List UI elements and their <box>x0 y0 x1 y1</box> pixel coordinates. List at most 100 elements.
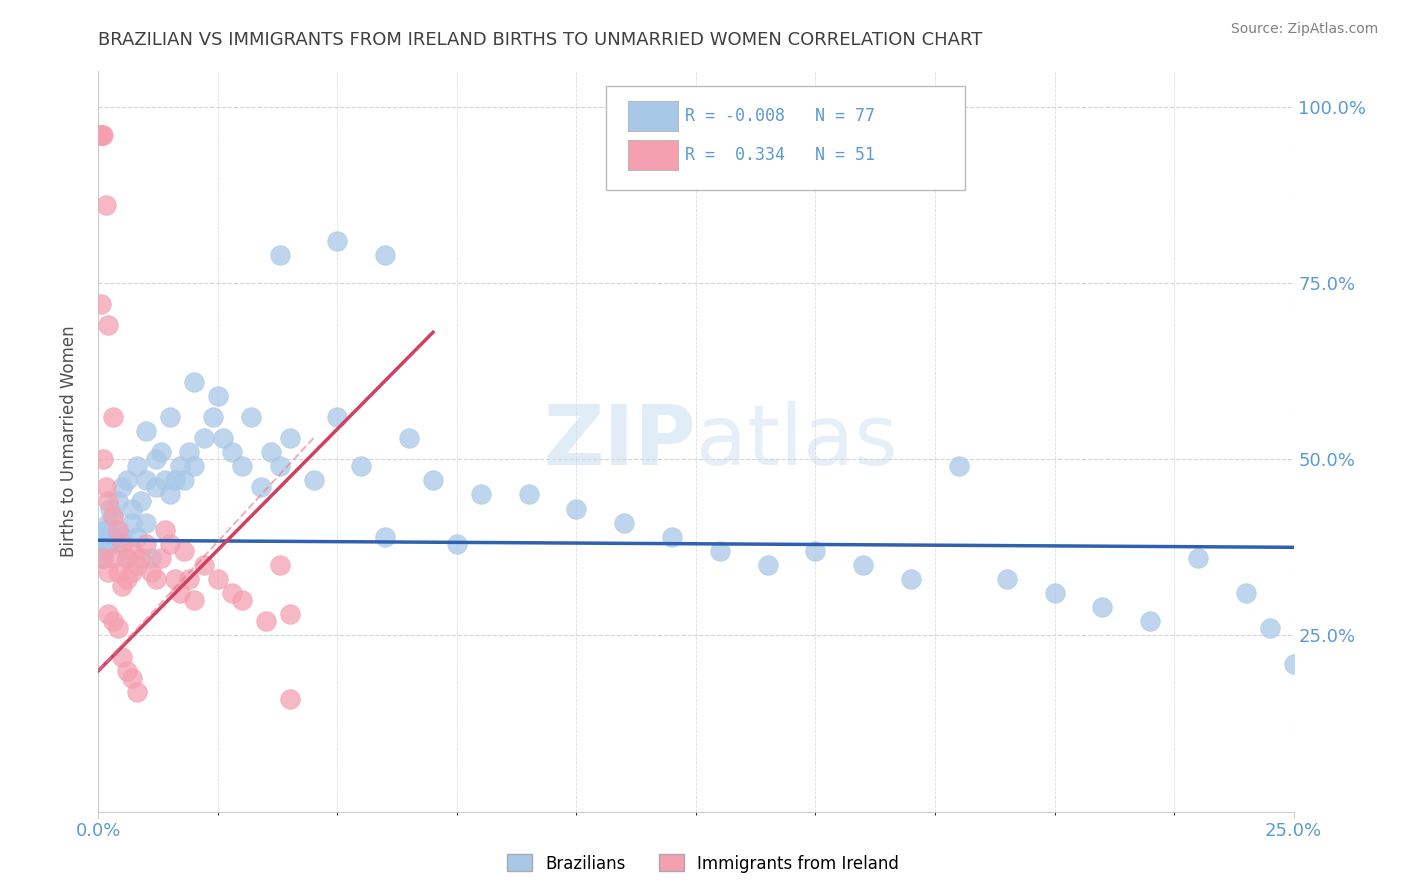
Point <box>804 544 827 558</box>
Point <box>446 537 468 551</box>
Point <box>97 537 120 551</box>
Point <box>121 544 143 558</box>
Point <box>97 318 120 333</box>
Point <box>125 558 148 572</box>
Point <box>155 473 177 487</box>
Point <box>101 409 124 424</box>
Point <box>145 572 167 586</box>
Point <box>1282 657 1305 671</box>
Point <box>326 234 349 248</box>
Point <box>111 579 134 593</box>
Point <box>90 297 112 311</box>
Legend: Brazilians, Immigrants from Ireland: Brazilians, Immigrants from Ireland <box>501 847 905 880</box>
Point <box>900 572 922 586</box>
Point <box>211 431 233 445</box>
Point <box>269 558 291 572</box>
Point <box>101 615 124 629</box>
Point <box>115 550 138 565</box>
Point <box>135 424 157 438</box>
Point <box>121 671 143 685</box>
Point <box>374 248 396 262</box>
Point <box>179 572 201 586</box>
Text: R = -0.008   N = 77: R = -0.008 N = 77 <box>685 107 875 125</box>
FancyBboxPatch shape <box>606 87 965 190</box>
Point <box>517 487 540 501</box>
Point <box>115 473 138 487</box>
Point <box>101 550 124 565</box>
Point <box>278 607 301 622</box>
Point <box>121 565 143 579</box>
Point <box>90 128 112 142</box>
Point <box>193 558 215 572</box>
Point <box>145 452 167 467</box>
Point <box>326 409 349 424</box>
Point <box>422 473 444 487</box>
Point <box>169 459 191 474</box>
Point <box>278 692 301 706</box>
Point <box>278 431 301 445</box>
Point <box>107 565 129 579</box>
Point <box>90 128 112 142</box>
Point <box>193 431 215 445</box>
Point <box>179 445 201 459</box>
Point <box>111 537 134 551</box>
Point <box>97 516 120 530</box>
Point <box>115 550 138 565</box>
Point <box>1139 615 1161 629</box>
Point <box>98 501 122 516</box>
Point <box>90 533 112 548</box>
Point <box>97 607 120 622</box>
Point <box>207 389 229 403</box>
Point <box>565 501 588 516</box>
Point <box>111 649 134 664</box>
Point <box>111 480 134 494</box>
Point <box>91 530 114 544</box>
Point <box>269 459 291 474</box>
Point <box>125 685 148 699</box>
Point <box>155 523 177 537</box>
Point <box>240 409 263 424</box>
Point <box>269 248 291 262</box>
Point <box>91 550 114 565</box>
Point <box>94 523 117 537</box>
Point <box>135 516 157 530</box>
Point <box>121 501 143 516</box>
Point <box>207 572 229 586</box>
Point <box>125 530 148 544</box>
Point <box>183 593 205 607</box>
Point <box>97 494 120 508</box>
Point <box>94 198 117 212</box>
Point <box>613 516 636 530</box>
Point <box>302 473 325 487</box>
Point <box>89 128 111 142</box>
Point <box>159 409 181 424</box>
Point <box>149 550 172 565</box>
Point <box>221 445 243 459</box>
Point <box>131 550 153 565</box>
Point <box>374 530 396 544</box>
Point <box>173 473 195 487</box>
Point <box>91 544 114 558</box>
Point <box>202 409 225 424</box>
Point <box>131 494 153 508</box>
Point <box>169 586 191 600</box>
Point <box>948 459 970 474</box>
Point <box>97 565 120 579</box>
Point <box>107 523 129 537</box>
Point <box>91 550 114 565</box>
Point <box>163 473 186 487</box>
Point <box>183 459 205 474</box>
Point <box>173 544 195 558</box>
Point <box>1258 621 1281 635</box>
Point <box>135 473 157 487</box>
Point <box>231 593 253 607</box>
Point <box>1043 586 1066 600</box>
Text: BRAZILIAN VS IMMIGRANTS FROM IRELAND BIRTHS TO UNMARRIED WOMEN CORRELATION CHART: BRAZILIAN VS IMMIGRANTS FROM IRELAND BIR… <box>98 31 983 49</box>
Point <box>231 459 253 474</box>
Point <box>121 516 143 530</box>
FancyBboxPatch shape <box>628 101 678 130</box>
Point <box>107 494 129 508</box>
Point <box>350 459 373 474</box>
Text: atlas: atlas <box>696 401 897 482</box>
Point <box>101 508 124 523</box>
